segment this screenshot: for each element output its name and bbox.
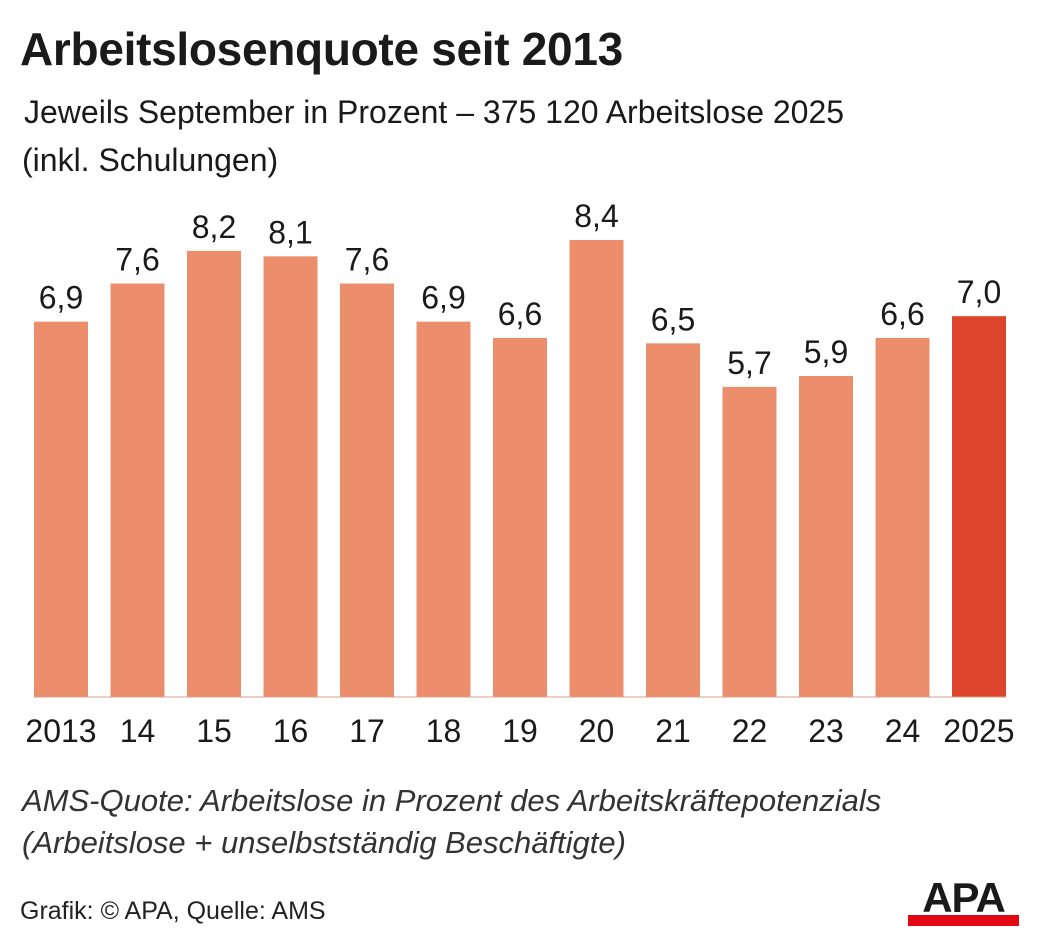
bar-15 [187,250,241,697]
value-label-22: 5,7 [727,345,771,381]
tick-label-2013: 2013 [25,713,96,749]
bar-2025 [952,316,1006,697]
apa-logo: APA [908,878,1019,926]
tick-label-21: 21 [655,713,691,749]
value-label-19: 6,6 [498,296,542,332]
chart-subtitle: Jeweils September in Prozent – 375 120 A… [22,88,1014,184]
bar-14 [110,283,165,697]
value-label-17: 7,6 [345,242,389,278]
value-label-21: 6,5 [651,301,695,337]
apa-logo-bar [908,915,1019,926]
tick-label-18: 18 [426,713,462,749]
chart-title: Arbeitslosenquote seit 2013 [20,23,623,75]
bar-17 [340,283,394,697]
tick-label-17: 17 [349,713,385,749]
x-tick-labels-group: 2013 14 15 16 17 18 19 20 21 22 23 24 2025 [25,713,1014,749]
methodology-note: AMS-Quote: Arbeitslose in Prozent des Ar… [22,780,881,864]
value-label-16: 8,1 [268,214,312,250]
bar-chart: 6,97,68,2 8,17,66,9 6,68,46,55,7 5,96,67,0 … [25,198,1014,749]
value-label-2013: 6,9 [39,280,83,316]
source-credit: Grafik: © APA, Quelle: AMS [20,897,326,925]
value-label-14: 7,6 [115,242,159,278]
tick-label-15: 15 [196,713,232,749]
note-line-1: AMS-Quote: Arbeitslose in Prozent des Ar… [22,783,882,818]
tick-label-16: 16 [273,713,309,749]
tick-label-24: 24 [885,713,921,749]
tick-label-22: 22 [732,713,768,749]
value-label-23: 5,9 [804,334,848,370]
bar-16 [263,256,318,697]
tick-label-19: 19 [502,713,538,749]
bar-22 [722,386,777,697]
value-label-20: 8,4 [574,198,618,234]
value-label-15: 8,2 [192,209,236,245]
tick-label-14: 14 [120,713,156,749]
subtitle-line-1: Jeweils September in Prozent – 375 120 A… [24,94,845,130]
bars-group [34,240,1006,697]
value-labels-group: 6,9 7,6 8,2 8,1 7,6 6,9 6,6 8,4 6,5 5,7 5,9 6,6 7,0 [39,198,1001,381]
bar-18 [416,321,471,697]
bar-24 [875,337,930,697]
note-line-2: (Arbeitslose + unselbstständig Beschäfti… [22,825,626,860]
value-label-18: 6,9 [421,280,465,316]
bar-23 [799,376,853,697]
bar-20 [569,240,624,697]
subtitle-line-2: (inkl. Schulungen) [22,142,279,178]
bar-2013 [34,321,88,697]
bar-19 [493,337,547,697]
bar-21 [646,343,700,697]
apa-logo-text: APA [922,878,1005,921]
value-label-2025: 7,0 [957,274,1001,310]
tick-label-2025: 2025 [943,713,1014,749]
value-label-24: 6,6 [880,296,924,332]
tick-label-23: 23 [808,713,844,749]
tick-label-20: 20 [579,713,615,749]
